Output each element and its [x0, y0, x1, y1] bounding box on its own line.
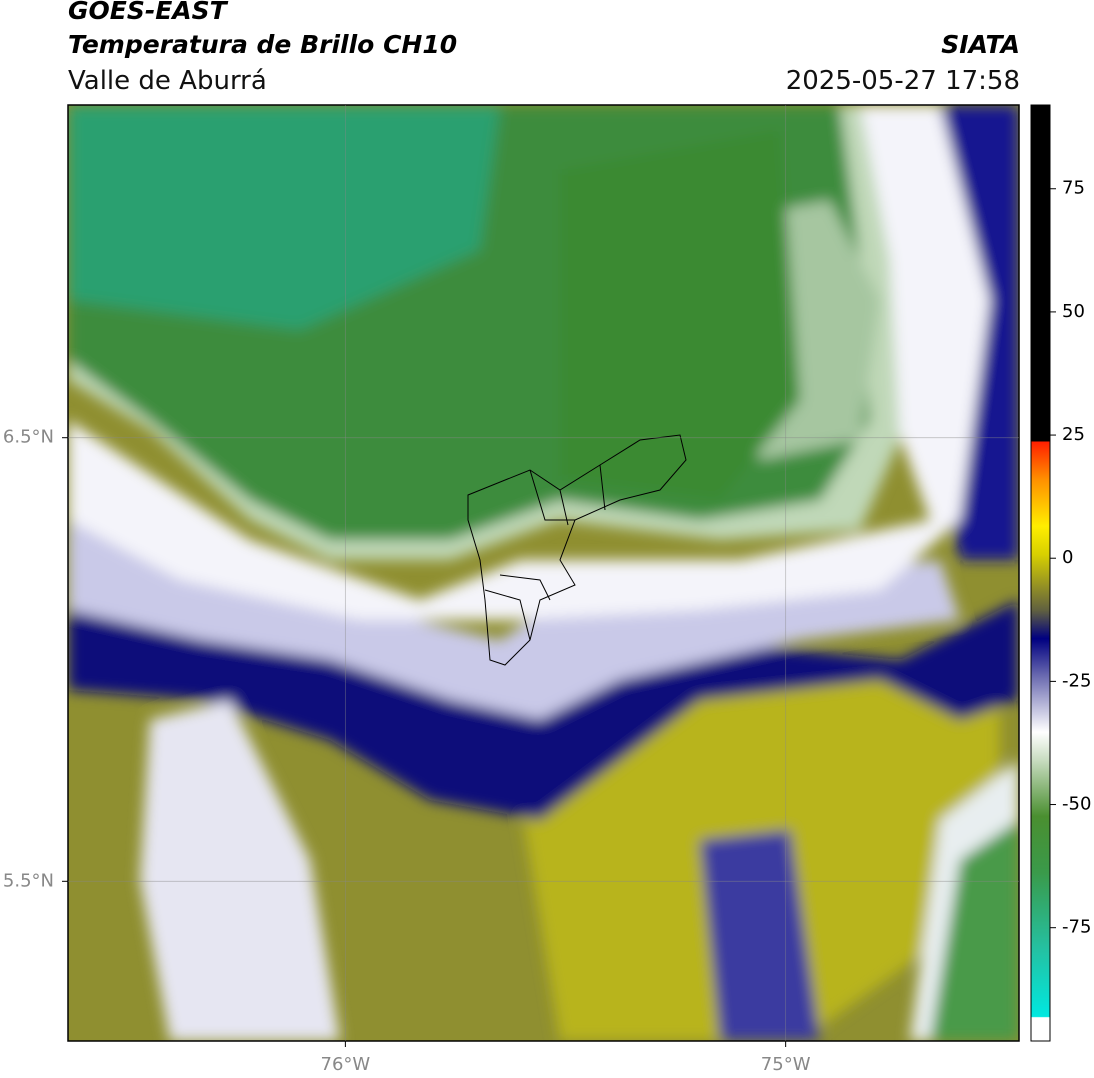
subtitle: Temperatura de Brillo CH10 — [68, 30, 458, 59]
x-tick-label: 76°W — [321, 1054, 371, 1075]
title: GOES-EAST — [68, 0, 227, 25]
colorbar-tick-label: 0 — [1062, 547, 1073, 568]
colorbar-tick-label: 75 — [1062, 178, 1085, 199]
region: Valle de Aburrá — [68, 66, 267, 96]
colorbar-tick-label: -25 — [1062, 670, 1091, 691]
y-tick-label: 6.5°N — [3, 427, 54, 448]
x-tick-label: 75°W — [761, 1054, 811, 1075]
colorbar-tick-label: 25 — [1062, 424, 1085, 445]
satellite-image — [68, 105, 1019, 1041]
y-tick-label: 5.5°N — [3, 870, 54, 891]
colorbar-tick-label: -50 — [1062, 794, 1091, 815]
colorbar-tick-label: -75 — [1062, 917, 1091, 938]
colorbar — [1030, 104, 1051, 1042]
colorbar-tick-label: 50 — [1062, 301, 1085, 322]
datetime: 2025-05-27 17:58 — [785, 66, 1020, 96]
map-frame — [67, 104, 1020, 1042]
source: SIATA — [941, 30, 1020, 59]
